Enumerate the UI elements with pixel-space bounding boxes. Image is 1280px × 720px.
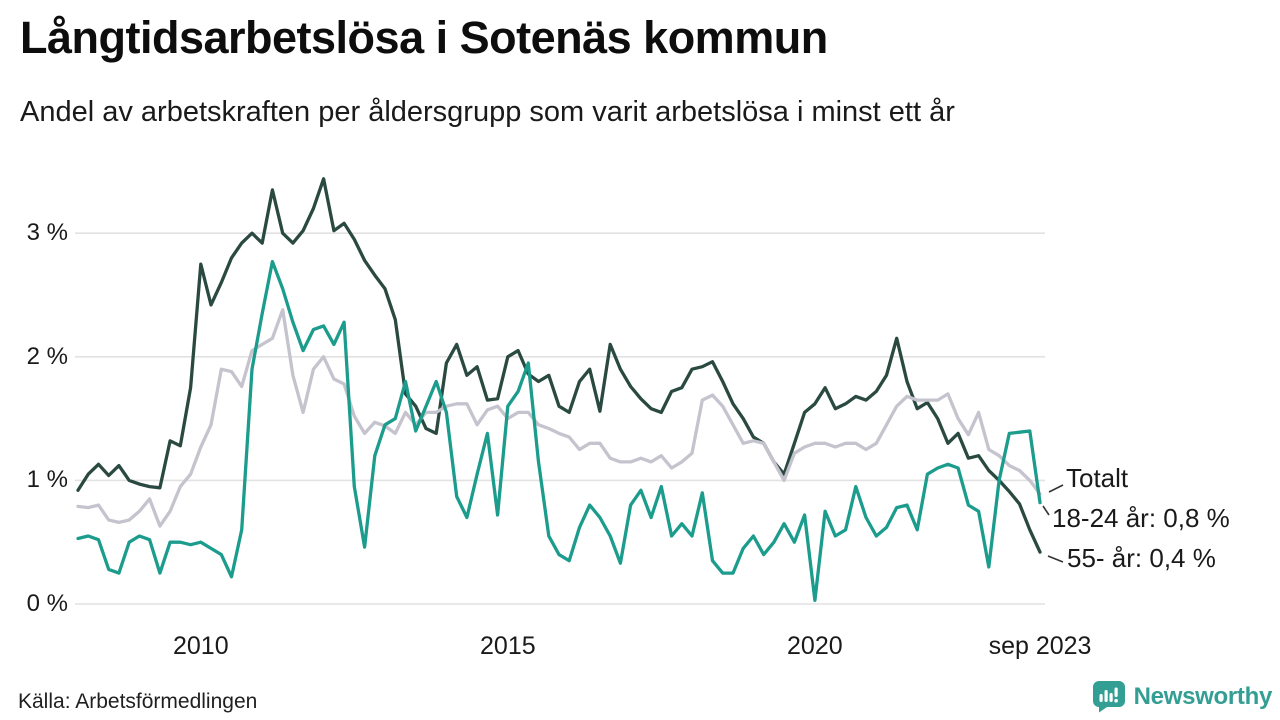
label-connectors <box>1042 484 1064 563</box>
newsworthy-wordmark: Newsworthy <box>1133 682 1273 710</box>
newsworthy-icon <box>1092 680 1126 713</box>
y-tick-1pct: 1 % <box>26 466 68 494</box>
connector-youth <box>1042 505 1050 516</box>
connector-totalt <box>1048 484 1064 493</box>
y-tick-0pct: 0 % <box>26 590 68 617</box>
line-55-r <box>76 177 1042 554</box>
y-tick-2pct: 2 % <box>26 342 68 370</box>
series-label-18-24: 18-24 år: 0,8 % <box>1052 503 1230 533</box>
series-lines <box>76 177 1042 602</box>
x-tick-2020: 2020 <box>787 632 843 660</box>
x-tick-2010: 2010 <box>172 632 229 660</box>
series-label-totalt: Totalt <box>1066 463 1129 493</box>
series-label-55: 55- år: 0,4 % <box>1067 543 1216 573</box>
source-note: Källa: Arbetsförmedlingen <box>18 690 258 713</box>
newsworthy-logo: Newsworthy <box>1092 680 1272 713</box>
gridlines <box>75 232 1045 605</box>
page-title: Långtidsarbetslösa i Sotenäs kommun <box>20 12 828 63</box>
line-totalt <box>76 308 1042 528</box>
x-tick-sep2023: sep 2023 <box>988 632 1092 660</box>
y-tick-3pct: 3 % <box>26 219 68 247</box>
x-tick-2015: 2015 <box>480 632 536 660</box>
page-subtitle: Andel av arbetskraften per åldersgrupp s… <box>20 96 955 128</box>
line-18-24-r <box>76 259 1042 602</box>
connector-senior <box>1047 555 1064 563</box>
